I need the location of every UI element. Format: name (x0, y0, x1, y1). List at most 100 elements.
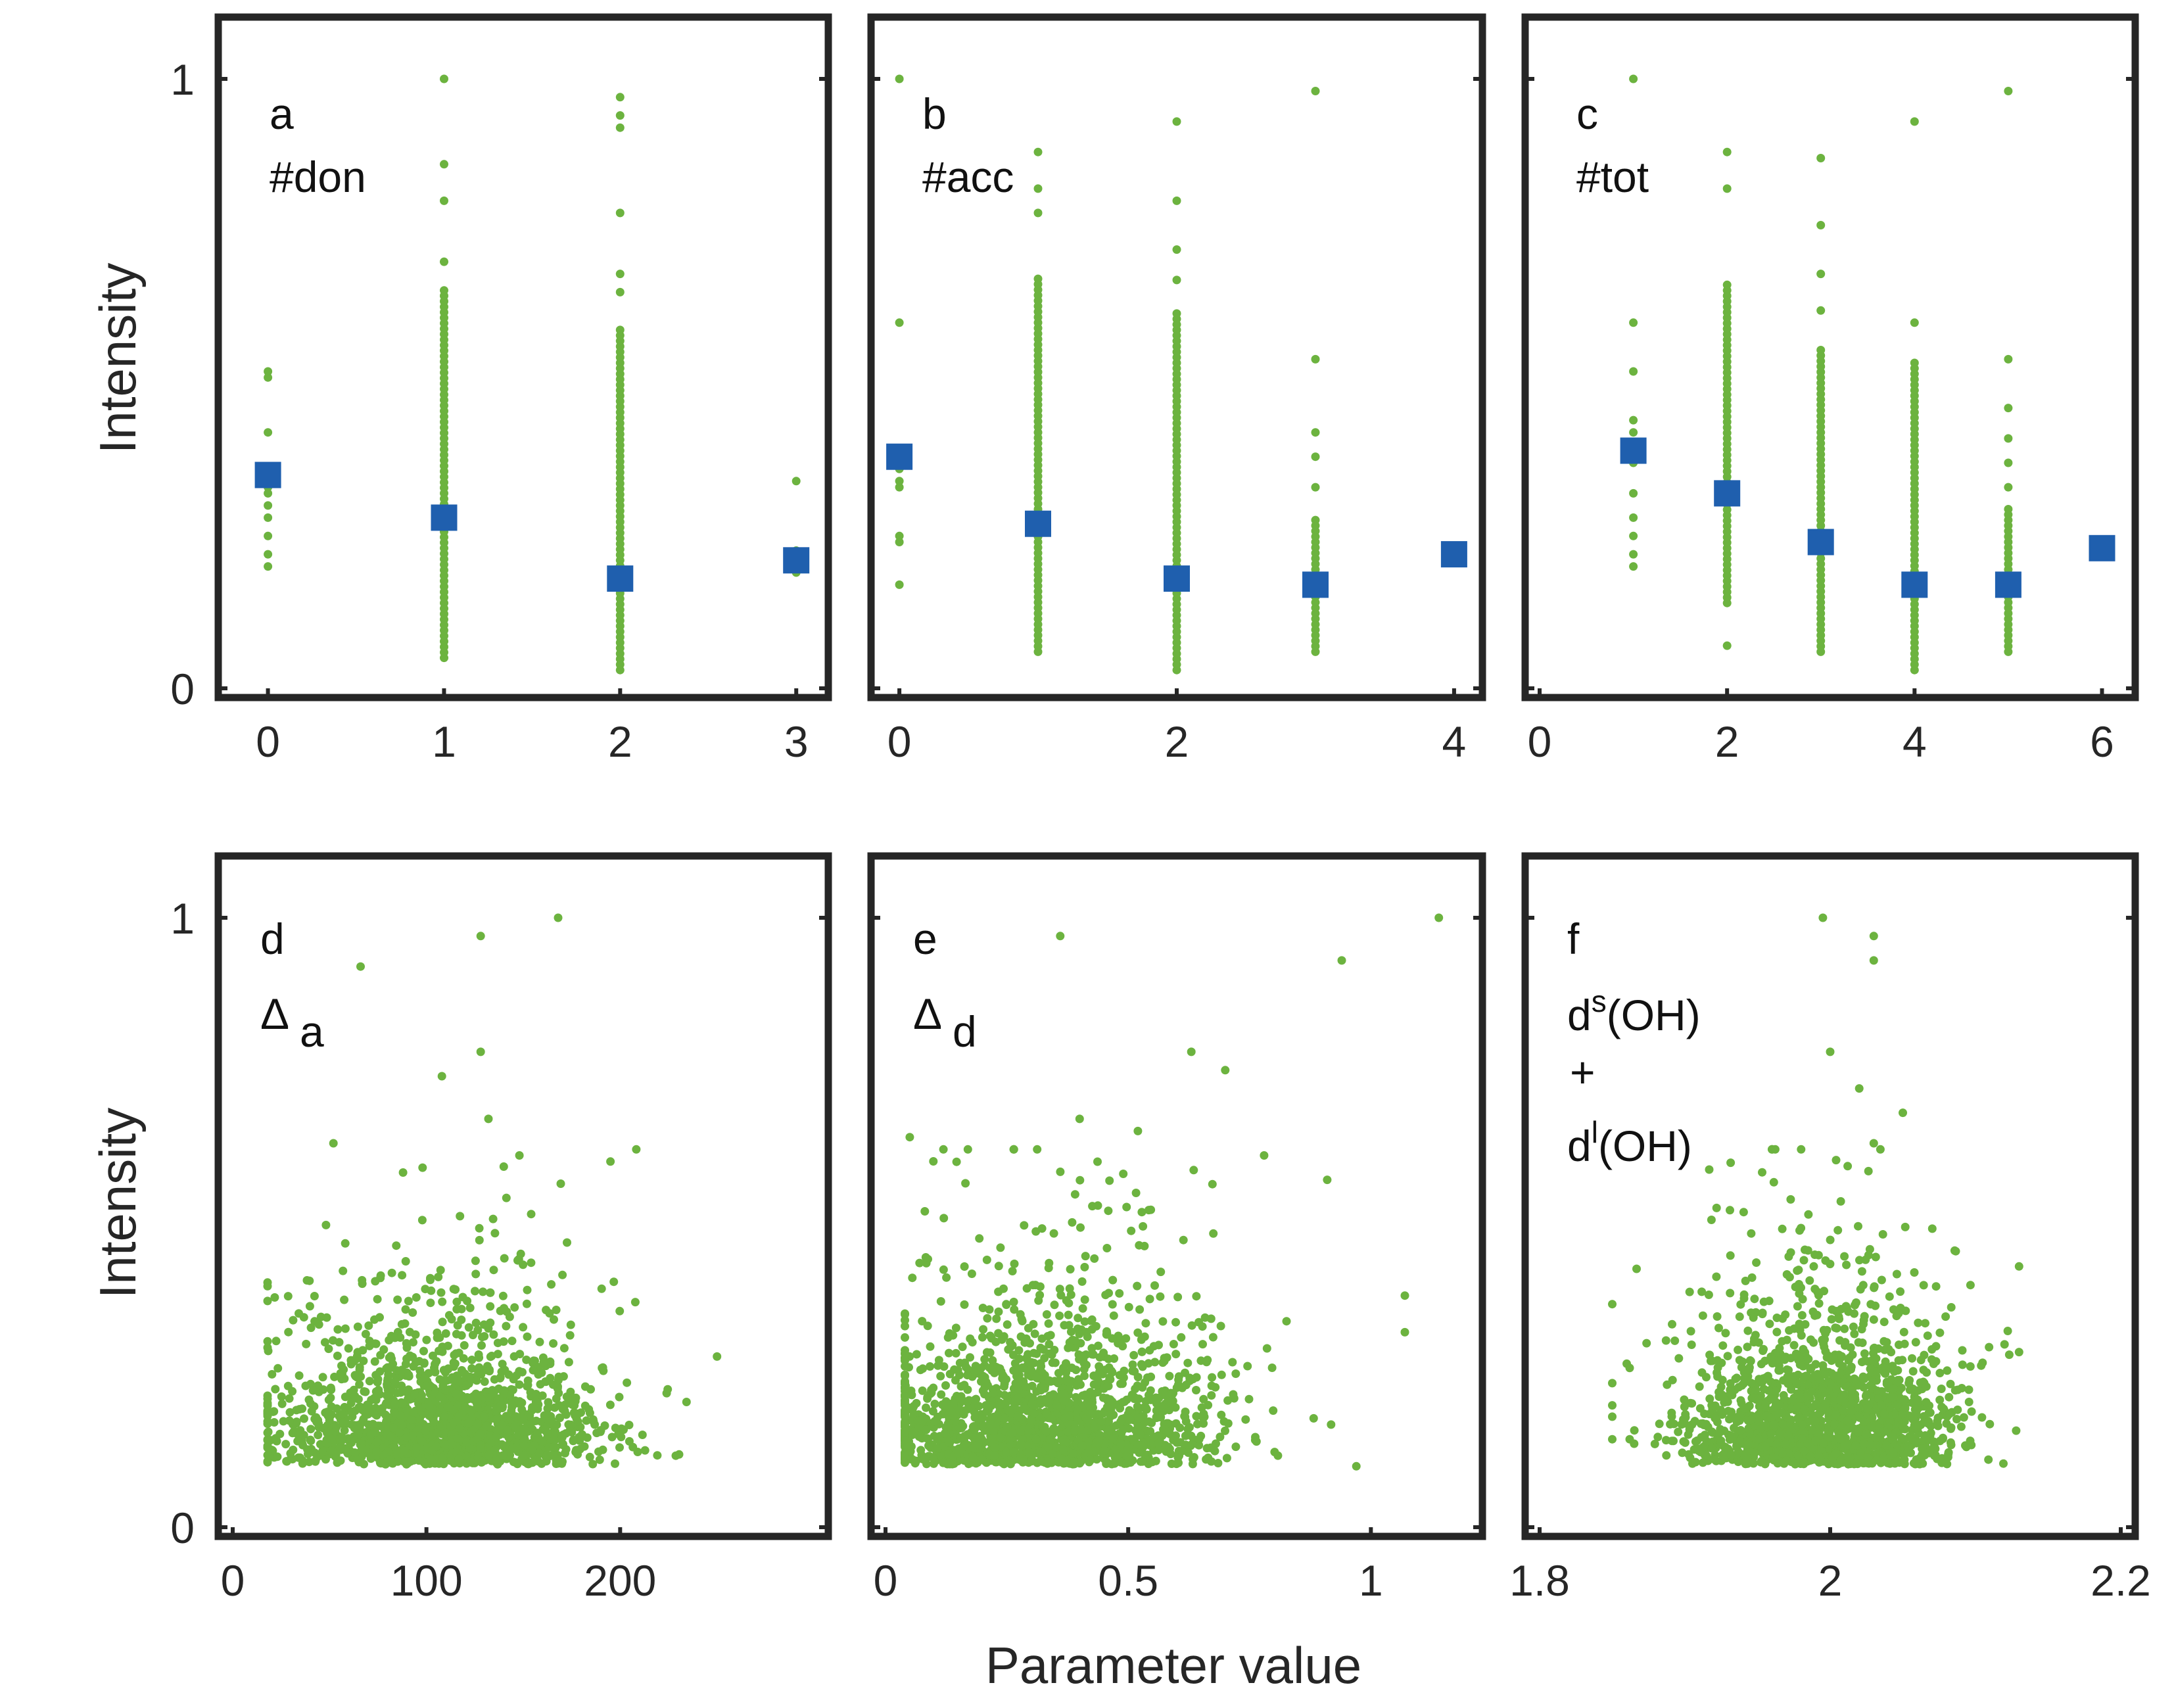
data-point (1228, 1358, 1237, 1367)
data-point (1150, 1358, 1160, 1367)
data-point (547, 1280, 556, 1289)
panel-b: 0 2 4b#acc (867, 13, 1486, 766)
data-point (428, 1351, 437, 1360)
data-point (1028, 1281, 1037, 1290)
data-point (485, 1367, 494, 1376)
data-point (1033, 208, 1043, 218)
data-point (404, 1370, 414, 1379)
data-point (500, 1254, 509, 1263)
mean-marker (607, 565, 634, 592)
data-point (941, 1397, 951, 1406)
data-point (515, 1380, 524, 1389)
data-point (471, 1389, 481, 1398)
data-point (1189, 1375, 1198, 1384)
data-point (1311, 354, 1320, 364)
data-point (361, 1387, 370, 1396)
data-point (930, 1431, 939, 1440)
data-point (284, 1327, 293, 1337)
data-point (1143, 1373, 1152, 1382)
data-point (298, 1459, 307, 1468)
data-point (1045, 1397, 1054, 1406)
data-point (1908, 1367, 1918, 1376)
data-point (1033, 147, 1043, 156)
data-point (1964, 1398, 1973, 1406)
data-point (1000, 1390, 1009, 1400)
data-point (285, 1408, 295, 1417)
data-point (1924, 1419, 1933, 1428)
data-point (1199, 1410, 1208, 1419)
data-point (1688, 1399, 1697, 1408)
data-point (945, 1438, 953, 1447)
data-point (333, 1325, 343, 1334)
data-point (1135, 1305, 1145, 1314)
data-point (376, 1350, 385, 1360)
data-point (477, 1341, 486, 1350)
data-point (321, 1455, 330, 1464)
data-point (325, 1415, 334, 1425)
data-point (1642, 1339, 1651, 1348)
data-point (523, 1381, 532, 1390)
data-point (1752, 1258, 1761, 1267)
data-point (305, 1302, 314, 1311)
data-point (1686, 1327, 1695, 1336)
data-point (383, 1380, 392, 1389)
data-point (958, 1342, 967, 1352)
x-tick-label: 0.5 (1098, 1556, 1158, 1605)
data-point (936, 1297, 945, 1306)
panel-parameter-label: #acc (922, 153, 1014, 201)
data-point (417, 1216, 427, 1225)
data-point (1947, 1440, 1956, 1450)
data-point (1131, 1189, 1141, 1197)
mean-marker (886, 443, 913, 470)
data-point (515, 1367, 524, 1376)
data-point (1169, 1340, 1178, 1348)
data-point (1695, 1382, 1704, 1391)
data-point (511, 1412, 521, 1421)
data-point (930, 1417, 939, 1426)
outlier-point (1434, 913, 1444, 922)
data-point (369, 1394, 379, 1403)
data-point (1138, 1457, 1147, 1466)
data-point (515, 1350, 525, 1359)
data-point (937, 1390, 946, 1399)
data-point (1080, 1295, 1089, 1304)
data-point (1037, 1382, 1045, 1391)
outlier-point (554, 913, 563, 922)
data-point (2004, 434, 2013, 443)
panel-e: 0 0.5 1eΔ d (867, 852, 1486, 1605)
data-point (1223, 1419, 1233, 1428)
data-point (1189, 1166, 1198, 1175)
data-point (944, 1458, 953, 1467)
data-point (895, 477, 904, 486)
data-point (484, 1450, 494, 1459)
data-point (1002, 1300, 1011, 1309)
data-point (385, 1455, 394, 1464)
data-point (920, 1454, 930, 1463)
data-point (1072, 1381, 1081, 1390)
data-point (923, 1321, 932, 1331)
data-point (901, 1379, 909, 1388)
data-point (945, 1348, 953, 1358)
data-point (1172, 309, 1181, 318)
data-point (1784, 1252, 1793, 1261)
data-point (1241, 1415, 1250, 1424)
data-point (492, 1433, 501, 1442)
data-point (326, 1393, 335, 1402)
data-point (461, 1381, 471, 1390)
data-point (516, 1249, 525, 1258)
data-point (994, 1287, 1003, 1296)
data-point (528, 1458, 537, 1467)
data-point (453, 1321, 462, 1330)
data-point (492, 1405, 501, 1414)
data-point (352, 1373, 362, 1382)
data-point (519, 1323, 528, 1332)
data-point (1044, 1376, 1053, 1385)
data-point (564, 1358, 573, 1367)
data-point (1629, 428, 1638, 437)
data-point (1133, 1402, 1142, 1411)
data-point (1052, 1442, 1061, 1452)
data-point (529, 1365, 538, 1375)
data-point (981, 1401, 991, 1410)
data-point (1010, 1259, 1019, 1268)
